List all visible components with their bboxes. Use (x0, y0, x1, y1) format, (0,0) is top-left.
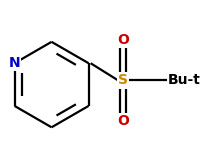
Text: O: O (117, 114, 129, 128)
Text: Bu-t: Bu-t (167, 74, 200, 87)
Text: O: O (117, 33, 129, 47)
Text: S: S (118, 74, 128, 87)
Text: N: N (9, 56, 20, 70)
